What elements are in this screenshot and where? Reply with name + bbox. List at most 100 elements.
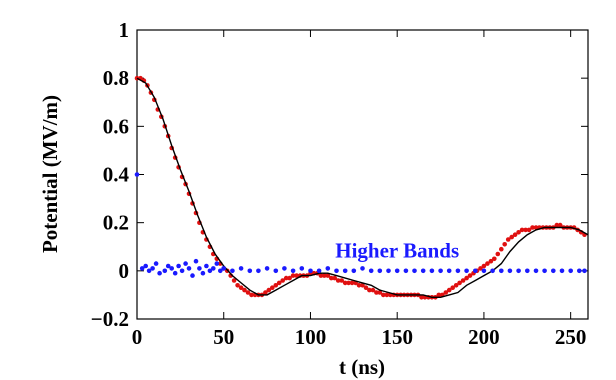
data-point-red (384, 292, 390, 298)
data-point-red (530, 225, 535, 230)
data-point-blue (542, 268, 547, 274)
data-point-blue (394, 268, 400, 274)
data-point-blue (551, 268, 556, 274)
data-point-blue (204, 263, 209, 269)
data-point-blue (533, 268, 539, 274)
x-tick-label: 150 (381, 325, 413, 349)
data-point-red (557, 222, 563, 228)
data-point-blue (386, 268, 391, 274)
data-point-red (273, 283, 279, 288)
data-point-blue (568, 268, 573, 274)
y-tick-label: 0.4 (103, 163, 130, 187)
data-point-blue (525, 268, 530, 274)
data-point-red (367, 287, 372, 293)
fit-line (136, 77, 589, 298)
data-point-red (270, 285, 275, 291)
data-point-red (457, 280, 462, 286)
data-point-blue (342, 268, 348, 274)
data-point-blue (438, 268, 443, 274)
data-point-red (495, 251, 501, 257)
data-point-blue (211, 266, 216, 271)
data-point-red (499, 246, 504, 252)
data-point-red (467, 273, 473, 278)
data-point-blue (264, 266, 270, 271)
data-point-red (443, 290, 449, 295)
data-point-red (505, 237, 511, 242)
data-point-blue (230, 268, 235, 274)
data-point-red (381, 292, 386, 298)
data-point-red (436, 292, 442, 298)
data-point-blue (360, 266, 365, 271)
data-point-red (238, 285, 244, 291)
data-point-blue (446, 268, 452, 274)
y-tick-label: 0.8 (103, 66, 129, 90)
data-point-red (322, 273, 327, 278)
data-point-red (335, 278, 341, 283)
data-point-red (450, 285, 456, 291)
data-point-blue (334, 268, 339, 274)
data-point-blue (368, 268, 374, 274)
data-point-red (287, 275, 292, 281)
data-point-blue (455, 268, 461, 274)
plot-area (134, 75, 589, 300)
data-point-red (370, 287, 376, 293)
x-tick-label: 200 (468, 325, 500, 349)
data-point-blue (582, 268, 587, 274)
data-point-blue (153, 261, 159, 266)
data-point-blue (316, 268, 322, 274)
y-axis-label: Potential (MV/m) (38, 95, 62, 253)
x-tick-label: 100 (295, 325, 327, 349)
data-point-red (509, 234, 514, 240)
data-point-blue (218, 268, 223, 274)
data-point-blue (214, 261, 220, 266)
y-tick-label: 0 (119, 259, 130, 283)
plot-frame (136, 29, 589, 320)
x-tick-label: 0 (132, 325, 143, 349)
data-point-blue (197, 266, 202, 271)
data-point-blue (186, 266, 192, 271)
data-point-blue (162, 268, 168, 274)
data-point-red (360, 283, 365, 288)
data-point-red (356, 283, 362, 288)
data-point-blue (200, 270, 206, 276)
data-point-red (377, 290, 383, 295)
data-point-blue (464, 268, 469, 274)
data-point-blue (290, 268, 296, 274)
data-point-blue (490, 268, 495, 274)
data-point-blue (559, 268, 565, 274)
data-point-red (492, 256, 497, 262)
data-point-blue (282, 266, 287, 271)
data-point-blue (412, 268, 417, 274)
data-point-red (502, 242, 508, 247)
data-point-red (523, 227, 528, 233)
data-point-blue (499, 268, 504, 274)
data-point-blue (247, 268, 253, 274)
annotation-higher-bands: Higher Bands (335, 239, 459, 263)
data-point-red (318, 273, 324, 278)
data-point-blue (516, 268, 521, 274)
data-point-red (346, 280, 351, 286)
data-point-blue (172, 270, 178, 276)
data-point-blue (146, 268, 152, 274)
x-axis-ticks: 0 50 100 150 200 250 (132, 30, 587, 349)
data-point-red (342, 280, 348, 286)
data-point-blue (256, 268, 261, 274)
data-point-red (519, 227, 525, 233)
data-point-blue (507, 268, 513, 274)
data-point-blue (325, 266, 331, 271)
data-point-red (245, 290, 251, 295)
x-tick-label: 250 (555, 325, 587, 349)
data-point-red (339, 278, 345, 283)
data-point-blue (207, 268, 213, 274)
data-point-blue (308, 268, 313, 274)
data-point-blue (221, 266, 226, 271)
y-tick-label: 1 (119, 18, 130, 42)
data-point-red (242, 287, 247, 293)
data-point-blue (139, 266, 145, 271)
data-point-red (446, 287, 452, 293)
data-point-blue (577, 268, 582, 274)
data-point-blue (165, 263, 171, 269)
data-point-red (231, 278, 237, 283)
data-point-red (374, 290, 379, 295)
